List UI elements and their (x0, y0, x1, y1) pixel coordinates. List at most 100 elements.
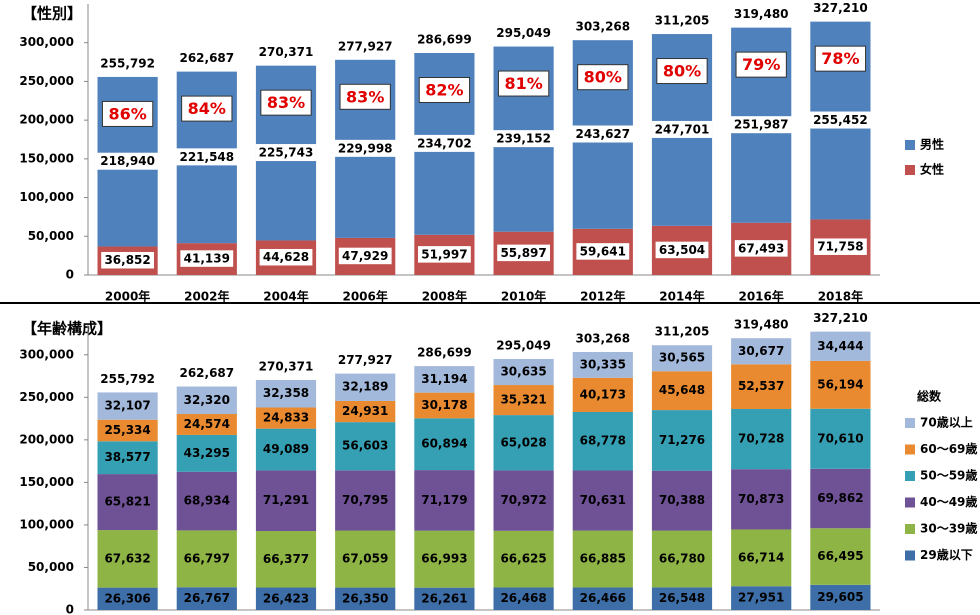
share-label: 86% (108, 104, 146, 123)
legend-swatch (905, 497, 915, 508)
data-label-box (495, 243, 552, 263)
data-label: 225,743 (259, 146, 314, 160)
bar-segment (651, 470, 713, 531)
data-label-box (255, 144, 317, 162)
share-label: 80% (584, 68, 622, 87)
data-label: 30,635 (500, 365, 546, 379)
data-label: 66,780 (659, 552, 705, 566)
data-label: 66,625 (500, 552, 546, 566)
total-label: 327,210 (813, 1, 868, 15)
data-label: 44,628 (263, 250, 309, 264)
total-label: 311,205 (655, 325, 710, 339)
data-label: 71,758 (817, 240, 863, 254)
data-label: 67,059 (342, 552, 388, 566)
total-label: 286,699 (417, 33, 472, 47)
bar-segment (810, 360, 871, 409)
data-label: 26,548 (659, 591, 705, 605)
data-label-box (258, 247, 314, 267)
bar-segment (572, 587, 633, 610)
bar-segment (651, 587, 713, 610)
data-label: 60,894 (421, 437, 467, 451)
legend-label: 女性 (920, 162, 944, 177)
x-tick-label: 2000年 (105, 289, 150, 304)
bar-segment (572, 411, 633, 471)
total-label: 295,049 (496, 26, 551, 40)
data-label: 70,388 (659, 493, 705, 507)
data-label: 234,702 (417, 136, 472, 150)
bar-segment (97, 419, 158, 442)
bar-segment (731, 338, 792, 365)
total-label: 319,480 (734, 7, 789, 21)
bar-segment (176, 471, 237, 531)
data-label: 239,152 (496, 132, 551, 146)
legend-label: 男性 (920, 137, 944, 152)
bar-segment (414, 470, 475, 531)
data-label: 55,897 (500, 246, 546, 260)
data-label: 26,468 (500, 591, 546, 605)
bar-segment (255, 379, 317, 408)
bar-segment (572, 377, 633, 412)
data-label: 66,495 (817, 549, 863, 563)
legend-title: 総数 (917, 389, 942, 404)
bar-segment (810, 584, 871, 610)
data-label: 65,821 (104, 495, 150, 509)
data-label-box (99, 250, 156, 270)
x-tick-label: 2014年 (659, 289, 704, 304)
share-label: 83% (267, 93, 305, 112)
bar-segment (414, 366, 475, 393)
bar-segment (493, 358, 554, 386)
data-label-box (416, 244, 473, 265)
share-box (656, 58, 708, 85)
bar-segment (335, 530, 396, 588)
data-label: 66,885 (580, 552, 626, 566)
x-tick-label: 2010年 (501, 289, 546, 304)
data-label: 47,929 (342, 249, 388, 263)
data-label-box (493, 130, 554, 148)
bar-segment (335, 422, 396, 471)
data-label: 59,641 (580, 244, 626, 258)
y-tick-label: 50,000 (28, 229, 74, 243)
data-label: 56,194 (817, 377, 863, 391)
data-label: 70,795 (342, 493, 388, 507)
data-label: 68,778 (580, 434, 626, 448)
y-tick-label: 100,000 (19, 190, 74, 204)
share-label: 84% (188, 99, 226, 118)
y-tick-label: 200,000 (19, 113, 74, 127)
share-box (735, 51, 787, 78)
bar-segment (493, 415, 554, 471)
legend-label: 50〜59歳 (920, 468, 977, 483)
data-label: 71,179 (421, 493, 467, 507)
bar-segment (731, 364, 792, 409)
data-label: 65,028 (500, 435, 546, 449)
data-label: 29,605 (817, 590, 863, 604)
data-label: 255,452 (813, 113, 868, 127)
data-label-box (733, 238, 790, 259)
legend-swatch (905, 471, 915, 481)
total-label: 270,371 (259, 45, 314, 59)
share-box (181, 95, 233, 122)
total-label: 277,927 (338, 39, 393, 53)
bar-segment (493, 470, 554, 531)
share-box (577, 64, 629, 91)
bar-segment (176, 587, 237, 610)
data-label: 218,940 (100, 154, 155, 168)
data-label: 70,972 (500, 493, 546, 507)
legend-label: 30〜39歳 (920, 521, 977, 536)
share-label: 78% (821, 49, 859, 68)
data-label: 26,261 (421, 591, 467, 605)
data-label: 30,565 (659, 351, 705, 365)
data-label: 32,320 (184, 393, 230, 407)
legend-swatch (905, 140, 915, 150)
data-label: 71,291 (263, 493, 309, 507)
bar-segment (572, 351, 633, 378)
data-label: 26,767 (184, 591, 230, 605)
legend-swatch (905, 165, 915, 175)
y-tick-label: 250,000 (19, 74, 74, 88)
legend-label: 70歳以上 (920, 415, 973, 430)
x-tick-label: 2012年 (580, 289, 625, 304)
bar-segment (335, 400, 396, 423)
y-tick-label: 250,000 (19, 390, 74, 404)
data-label: 243,627 (575, 127, 630, 141)
x-tick-label: 2006年 (342, 289, 387, 304)
total-label: 286,699 (417, 346, 472, 360)
